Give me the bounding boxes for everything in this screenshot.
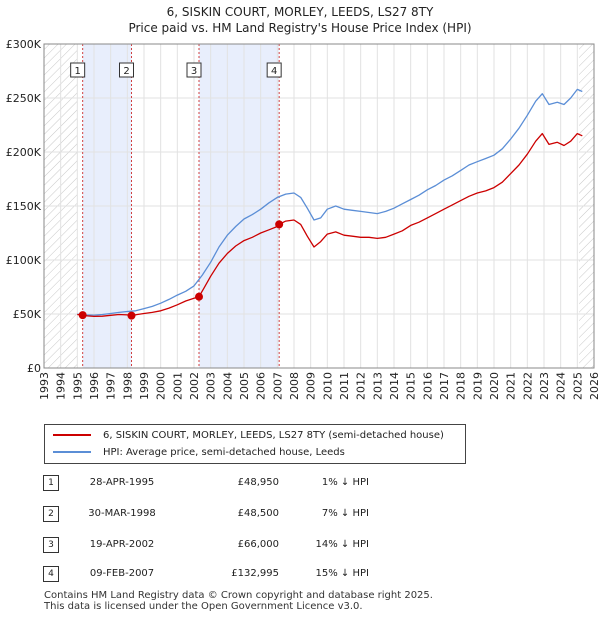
transaction-number: 4 [43, 566, 59, 582]
transaction-price: £132,995 [231, 568, 279, 579]
x-tick-label: 2008 [288, 372, 301, 400]
transaction-row: 2 30-MAR-1998 £48,500 7% ↓ HPI [43, 505, 463, 523]
x-tick-label: 2017 [438, 372, 451, 400]
footer-line-2: This data is licensed under the Open Gov… [44, 601, 363, 612]
transaction-label-number: 4 [271, 66, 277, 77]
y-tick-label: £150K [6, 200, 42, 213]
x-tick-label: 2001 [171, 372, 184, 400]
x-tick-label: 2002 [188, 372, 201, 400]
x-tick-label: 2010 [321, 372, 334, 400]
x-tick-label: 2016 [421, 372, 434, 400]
series-line-hpi [77, 88, 583, 316]
transaction-date: 30-MAR-1998 [88, 508, 156, 519]
transaction-point [275, 220, 284, 229]
transaction-date: 19-APR-2002 [89, 539, 155, 550]
transaction-row: 4 09-FEB-2007 £132,995 15% ↓ HPI [43, 565, 463, 583]
transaction-price: £48,950 [237, 477, 279, 488]
x-tick-label: 2000 [155, 372, 168, 400]
x-tick-label: 2011 [338, 372, 351, 400]
x-tick-label: 1993 [38, 372, 51, 400]
x-tick-label: 1998 [121, 372, 134, 400]
transaction-label-number: 1 [74, 66, 80, 77]
transaction-label-frame [266, 62, 282, 78]
transaction-label-box: 2 [119, 62, 134, 78]
x-tick-label: 2021 [505, 372, 518, 400]
transaction-point [195, 292, 203, 301]
transaction-hpi-diff: 14% ↓ HPI [315, 539, 369, 550]
x-tick-label: 2019 [471, 372, 484, 400]
transaction-label-box: 4 [266, 62, 282, 78]
title-line-1: 6, SISKIN COURT, MORLEY, LEEDS, LS27 8TY [166, 5, 434, 19]
legend-item-property: 6, SISKIN COURT, MORLEY, LEEDS, LS27 8TY… [53, 429, 444, 443]
x-tick-label: 2006 [255, 372, 268, 400]
y-tick-label: £50K [13, 308, 42, 321]
x-tick-label: 2020 [488, 372, 501, 400]
legend-swatch-hpi [53, 451, 91, 453]
x-tick-label: 2004 [221, 372, 234, 400]
x-tick-label: 2022 [521, 372, 534, 400]
transaction-label-box: 1 [70, 62, 86, 78]
footer: Contains HM Land Registry data © Crown c… [44, 590, 433, 612]
transaction-label-frame [119, 62, 134, 78]
transaction-number: 3 [43, 537, 59, 553]
transaction-price: £48,500 [237, 508, 279, 519]
transaction-label-number: 2 [123, 66, 129, 77]
plot-frame [43, 43, 595, 369]
legend: 6, SISKIN COURT, MORLEY, LEEDS, LS27 8TY… [44, 424, 466, 464]
transaction-hpi-diff: 15% ↓ HPI [315, 568, 369, 579]
transaction-label-frame [186, 62, 202, 78]
transaction-date: 09-FEB-2007 [89, 568, 155, 579]
x-tick-label: 2007 [271, 372, 284, 400]
x-tick-label: 2014 [388, 372, 401, 400]
x-tick-label: 2024 [555, 372, 568, 400]
transaction-label-number: 3 [191, 66, 197, 77]
x-tick-label: 1995 [71, 372, 84, 400]
legend-item-hpi: HPI: Average price, semi-detached house,… [53, 446, 345, 460]
transaction-row: 1 28-APR-1995 £48,950 1% ↓ HPI [43, 474, 463, 492]
transaction-label-box: 3 [186, 62, 202, 78]
footer-line-1: Contains HM Land Registry data © Crown c… [44, 590, 433, 601]
y-tick-label: £200K [6, 146, 42, 159]
x-tick-label: 2009 [305, 372, 318, 400]
x-tick-label: 2026 [588, 372, 600, 400]
y-tick-label: £100K [6, 254, 42, 267]
x-tick-label: 1996 [88, 372, 101, 400]
transaction-point [127, 311, 136, 320]
series-line-property [77, 132, 583, 318]
x-tick-label: 1994 [55, 372, 68, 400]
legend-swatch-property [53, 434, 91, 436]
x-tick-label: 2018 [455, 372, 468, 400]
x-tick-label: 2005 [238, 372, 251, 400]
x-tick-label: 2003 [205, 372, 218, 400]
x-tick-label: 1997 [105, 372, 118, 400]
transaction-price: £66,000 [237, 539, 279, 550]
transaction-date: 28-APR-1995 [89, 477, 155, 488]
title-line-2: Price paid vs. HM Land Registry's House … [128, 21, 472, 35]
x-tick-label: 1999 [138, 372, 151, 400]
x-tick-label: 2015 [405, 372, 418, 400]
transaction-hpi-diff: 1% ↓ HPI [321, 477, 369, 488]
transaction-label-frame [70, 62, 86, 78]
transaction-point [78, 311, 87, 320]
transaction-row: 3 19-APR-2002 £66,000 14% ↓ HPI [43, 536, 463, 554]
legend-label-hpi: HPI: Average price, semi-detached house,… [103, 447, 345, 458]
transaction-number: 1 [43, 475, 59, 491]
x-tick-label: 2013 [371, 372, 384, 400]
legend-label-property: 6, SISKIN COURT, MORLEY, LEEDS, LS27 8TY… [103, 430, 444, 441]
x-tick-label: 2023 [538, 372, 551, 400]
y-tick-label: £300K [6, 38, 42, 51]
transaction-number: 2 [43, 506, 59, 522]
chart-title: 6, SISKIN COURT, MORLEY, LEEDS, LS27 8TY… [0, 4, 600, 36]
x-tick-label: 2025 [571, 372, 584, 400]
y-tick-label: £0 [27, 362, 41, 375]
x-tick-label: 2012 [355, 372, 368, 400]
transaction-hpi-diff: 7% ↓ HPI [321, 508, 369, 519]
y-tick-label: £250K [6, 92, 42, 105]
